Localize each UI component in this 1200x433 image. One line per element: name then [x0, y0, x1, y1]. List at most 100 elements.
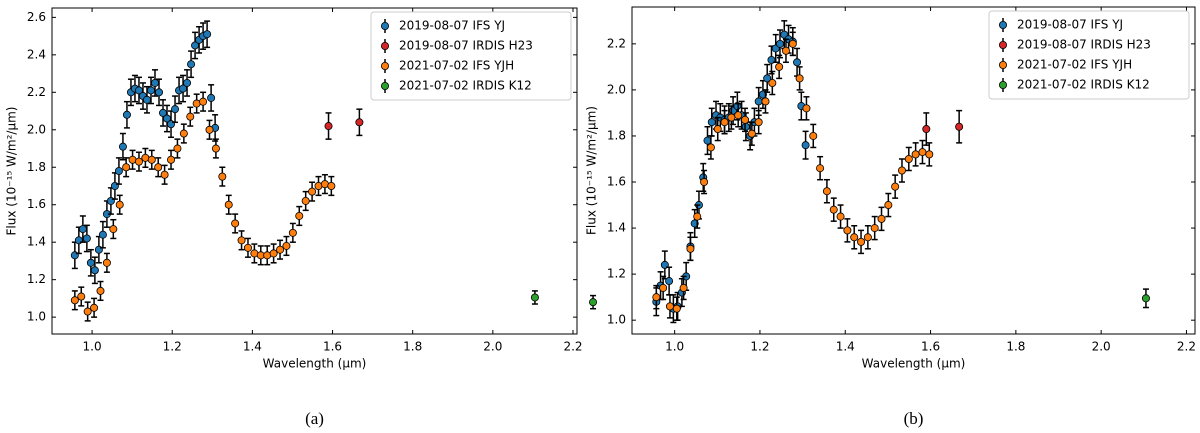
data-point: [925, 150, 934, 159]
x-axis-label: Wavelength (μm): [263, 357, 367, 371]
data-point: [530, 293, 539, 302]
data-point: [187, 60, 196, 69]
data-point: [672, 304, 681, 313]
legend-marker: [380, 62, 389, 71]
legend-box: [370, 11, 572, 101]
data-point: [83, 307, 92, 316]
x-tick-label: 1.4: [836, 340, 855, 354]
data-point: [186, 112, 195, 121]
plot-frame: [51, 7, 578, 335]
data-point: [706, 143, 715, 152]
y-tick-label: 1.8: [607, 128, 626, 142]
data-point: [877, 214, 886, 223]
x-tick-label: 1.0: [665, 340, 684, 354]
data-point: [816, 164, 825, 173]
data-point: [308, 187, 317, 196]
data-point: [150, 78, 159, 87]
data-point: [891, 182, 900, 191]
data-point: [741, 115, 750, 124]
legend-marker: [380, 42, 389, 51]
data-point: [761, 97, 770, 106]
x-tick-label: 2.0: [1092, 340, 1111, 354]
x-tick-label: 1.8: [403, 340, 422, 354]
data-point: [288, 228, 297, 237]
y-tick-label: 1.0: [607, 313, 626, 327]
y-tick-label: 1.6: [27, 197, 46, 211]
x-tick-label: 1.6: [921, 340, 940, 354]
data-point: [843, 226, 852, 235]
data-point: [199, 97, 208, 106]
data-point: [179, 129, 188, 138]
data-point: [918, 148, 927, 157]
legend-label: 2021-07-02 IRDIS K12: [399, 79, 532, 93]
data-point: [237, 236, 246, 245]
data-point: [904, 154, 913, 163]
x-axis-label: Wavelength (μm): [862, 357, 966, 371]
legend-label: 2019-08-07 IRDIS H23: [1017, 38, 1151, 52]
data-point: [98, 230, 107, 239]
legend-box: [988, 10, 1190, 100]
data-point: [78, 225, 87, 234]
data-point: [922, 125, 931, 134]
data-point: [90, 266, 99, 275]
data-point: [211, 144, 220, 153]
y-tick-label: 1.8: [27, 160, 46, 174]
data-point: [850, 233, 859, 242]
data-point: [665, 277, 674, 286]
data-point: [147, 155, 156, 164]
legend-label: 2021-07-02 IFS YJH: [399, 59, 514, 73]
legend-marker: [380, 21, 389, 30]
data-point: [727, 113, 736, 122]
legend-label: 2019-08-07 IFS YJ: [399, 19, 505, 33]
data-point: [703, 136, 712, 145]
legend-marker: [999, 20, 1008, 29]
data-point: [652, 293, 661, 302]
panel: 1.0 1.2 1.4 1.6 1.8 2.0 2.2 1.0 1.2 1.4 1.6 1.8 2.0 2…: [585, 6, 1196, 428]
x-tick-label: 2.2: [563, 340, 582, 354]
x-tick-label: 2.0: [483, 340, 502, 354]
data-point: [114, 166, 123, 175]
data-point: [679, 283, 688, 292]
y-tick-label: 1.0: [27, 310, 46, 324]
y-tick-label: 1.6: [607, 175, 626, 189]
data-point: [693, 212, 702, 221]
data-point: [897, 166, 906, 175]
caption: (b): [904, 409, 924, 428]
data-point: [788, 39, 797, 48]
data-point: [355, 118, 364, 127]
data-point: [659, 283, 668, 292]
data-point: [734, 111, 743, 120]
data-point: [118, 142, 127, 151]
data-point: [173, 144, 182, 153]
legend-marker: [999, 61, 1008, 70]
data-point: [171, 105, 180, 114]
data-point: [183, 78, 192, 87]
legend-marker: [999, 41, 1008, 50]
data-point: [884, 201, 893, 210]
data-point: [282, 241, 291, 250]
data-point: [134, 157, 143, 166]
data-point: [90, 303, 99, 312]
data-point: [707, 118, 716, 127]
legend-marker: [380, 82, 389, 91]
data-point: [754, 97, 763, 106]
x-tick-label: 2.2: [1177, 340, 1196, 354]
data-point: [955, 122, 964, 131]
y-tick-label: 2.4: [27, 47, 46, 61]
data-point: [589, 298, 598, 307]
data-point: [243, 243, 252, 252]
data-point: [269, 249, 278, 258]
x-tick-label: 1.2: [750, 340, 769, 354]
plot-frame: [631, 6, 1196, 335]
x-tick-label: 1.0: [83, 340, 102, 354]
data-point: [836, 212, 845, 221]
y-tick-label: 2.0: [27, 122, 46, 136]
data-point: [713, 125, 722, 134]
data-point: [802, 104, 811, 113]
data-point: [822, 187, 831, 196]
y-tick-label: 1.2: [607, 267, 626, 281]
data-point: [70, 296, 79, 305]
data-point: [86, 258, 95, 267]
data-point: [801, 141, 810, 150]
data-point: [203, 30, 212, 39]
